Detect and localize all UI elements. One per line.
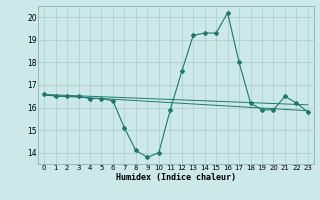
X-axis label: Humidex (Indice chaleur): Humidex (Indice chaleur) bbox=[116, 173, 236, 182]
